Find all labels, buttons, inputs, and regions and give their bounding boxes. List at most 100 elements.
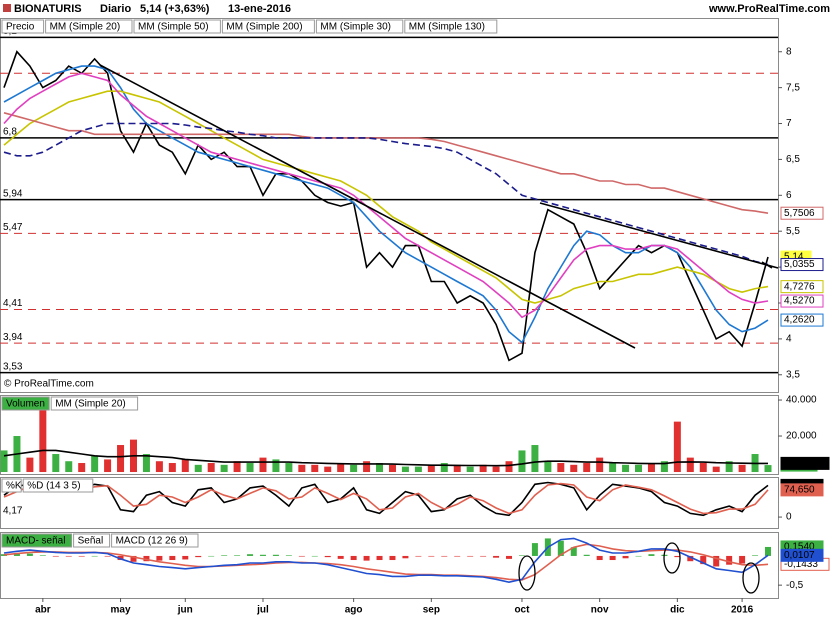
histogram-bar: [765, 546, 771, 556]
legend-box: [1, 19, 45, 34]
histogram-bar: [531, 543, 538, 556]
volume-bar: [725, 461, 733, 473]
volume-bar: [311, 464, 319, 473]
volume-bar: [104, 459, 112, 473]
trend-line: [99, 64, 636, 349]
volume-bar: [673, 421, 681, 473]
histogram-bar: [609, 555, 616, 561]
legend-label: Precio: [6, 22, 35, 33]
volume-bar: [596, 457, 604, 473]
volume-bar: [764, 465, 772, 473]
volume-bar: [324, 466, 332, 473]
last-value-label: 0,0107: [784, 550, 815, 561]
histogram-bar: [104, 555, 111, 557]
volume-bar: [207, 463, 215, 473]
x-tick-label: abr: [35, 605, 51, 616]
histogram-bar: [285, 555, 292, 556]
y-tick-label: 5,5: [786, 226, 800, 237]
last-value-label: 4,7276: [784, 281, 815, 292]
histogram-bar: [298, 555, 305, 557]
y-tick-label: 6: [786, 190, 792, 201]
last-value-label: 5,0355: [784, 259, 815, 270]
legend-label: MM (Simple 130): [409, 22, 485, 33]
histogram-bar: [713, 555, 720, 567]
series-line: [3, 449, 768, 467]
y-tick-label: 4: [786, 334, 792, 345]
volume-bar: [453, 464, 461, 473]
histogram-bar: [622, 555, 629, 559]
trend-line: [761, 261, 773, 269]
volume-bar: [401, 466, 409, 473]
y-tick-label: 3,5: [786, 369, 800, 380]
legend-label: MACD- señal: [6, 536, 65, 547]
volume-bar: [647, 463, 655, 473]
legend-box: [111, 533, 199, 548]
histogram-bar: [234, 555, 241, 556]
last-value-box: [780, 548, 824, 562]
volume-bar: [466, 466, 474, 473]
level-label: 4,41: [3, 298, 23, 309]
volume-bar: [272, 459, 280, 473]
legend-box: [22, 478, 94, 493]
series-line: [3, 481, 769, 517]
last-value-box: [780, 206, 824, 220]
histogram-bar: [428, 555, 435, 557]
volume-bar: [505, 461, 513, 473]
histogram-bar: [687, 555, 694, 562]
legend-box: [73, 533, 111, 548]
x-tick-label: dic: [670, 605, 685, 616]
histogram-bar: [752, 555, 759, 556]
histogram-bar: [1, 554, 7, 556]
highlight-ellipse: [663, 542, 681, 574]
histogram-bar: [52, 555, 59, 557]
histogram-bar: [726, 555, 733, 565]
volume-bar: [712, 466, 720, 473]
symbol: BIONATURIS: [14, 3, 82, 15]
legend-box: [221, 19, 315, 34]
legend-box: [1, 396, 50, 411]
volume-bar: [78, 463, 86, 473]
y-tick-label: 7: [786, 118, 792, 129]
histogram-bar: [221, 555, 228, 556]
level-label: 3,94: [3, 332, 23, 343]
highlight-ellipse: [742, 562, 760, 594]
last-value-box: [780, 280, 824, 294]
histogram-bar: [635, 555, 642, 557]
volume-bar: [26, 457, 34, 473]
volume-bar: [298, 464, 306, 473]
volume-bar: [39, 409, 47, 473]
histogram-bar: [337, 555, 344, 559]
legend-box: [1, 478, 22, 493]
volume-bar: [194, 464, 202, 473]
histogram-bar: [700, 555, 707, 565]
trend-line: [539, 202, 779, 269]
histogram-bar: [596, 555, 603, 561]
volume-bar: [544, 461, 552, 473]
histogram-bar: [376, 555, 383, 561]
histogram-bar: [350, 555, 357, 561]
legend-box: [133, 19, 221, 34]
level-label: 5,47: [3, 222, 23, 233]
histogram-bar: [169, 555, 176, 561]
volume-bar: [518, 450, 526, 473]
series-line: [3, 72, 769, 319]
volume-bar: [246, 463, 254, 473]
level-label: 5,94: [3, 188, 23, 199]
histogram-bar: [247, 554, 254, 556]
volume-bar: [285, 463, 293, 473]
last-value-label: 4,2620: [784, 315, 815, 326]
volume-bar: [259, 457, 267, 473]
last-value-label: 5,7506: [784, 208, 815, 219]
histogram-bar: [143, 555, 150, 562]
last-value-box: [780, 258, 824, 272]
histogram-bar: [117, 555, 124, 561]
legend-label: MACD (12 26 9): [116, 536, 188, 547]
x-tick-label: jun: [177, 605, 193, 616]
legend-box: [50, 396, 139, 411]
volume-bar: [414, 466, 422, 473]
histogram-bar: [78, 555, 85, 557]
logo-icon: [3, 4, 11, 12]
histogram-bar: [26, 553, 33, 556]
volume-bar: [181, 459, 189, 473]
series-line: [3, 482, 769, 515]
